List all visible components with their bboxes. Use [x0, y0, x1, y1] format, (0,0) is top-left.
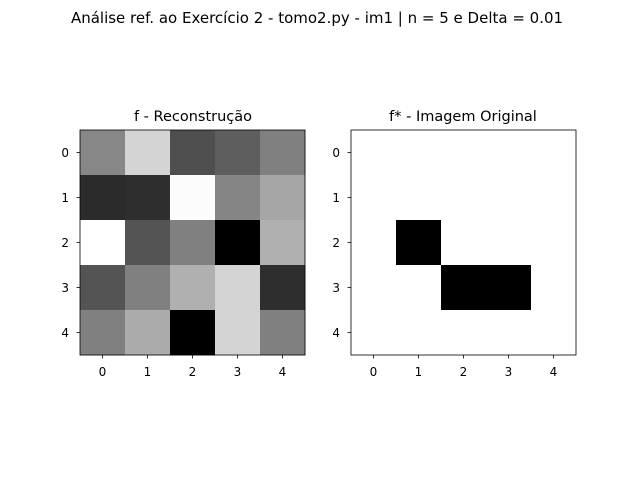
x-tick-label: 1	[415, 365, 423, 379]
heatmap-cell	[215, 175, 261, 221]
panel-title: f* - Imagem Original	[389, 109, 537, 125]
heatmap-cell	[351, 175, 397, 221]
heatmap-cell	[441, 220, 487, 266]
heatmap-cell	[531, 130, 577, 176]
heatmap-cell	[215, 130, 261, 176]
heatmap-cell	[351, 220, 397, 266]
y-tick-label: 3	[61, 281, 69, 295]
x-tick-label: 2	[189, 365, 197, 379]
heatmap-cell	[531, 175, 577, 221]
heatmap-cell	[170, 130, 216, 176]
x-tick-label: 3	[234, 365, 242, 379]
heatmap-cell	[80, 265, 126, 311]
heatmap-cell	[396, 175, 442, 221]
heatmap-cell	[80, 175, 126, 221]
y-tick-label: 0	[61, 146, 69, 160]
x-tick-label: 2	[460, 365, 468, 379]
heatmap-cell	[396, 265, 442, 311]
heatmap-cell	[215, 220, 261, 266]
panel-title: f - Reconstrução	[134, 109, 252, 125]
heatmap-cell	[531, 220, 577, 266]
x-tick-label: 4	[279, 365, 287, 379]
y-tick-label: 2	[61, 236, 69, 250]
heatmap-cell	[351, 130, 397, 176]
heatmap-cell	[531, 265, 577, 311]
heatmap-cell	[170, 175, 216, 221]
heatmap-cell	[125, 265, 171, 311]
x-tick-label: 0	[99, 365, 107, 379]
heatmap-cell	[125, 220, 171, 266]
heatmap-cell	[170, 220, 216, 266]
heatmap-cell	[396, 310, 442, 356]
heatmap-cell	[441, 310, 487, 356]
heatmap-cell	[125, 130, 171, 176]
original-heatmap	[351, 130, 577, 356]
heatmap-cell	[260, 130, 306, 176]
original-axes: 0 1 2 3 4 0 1 2 3 4	[332, 129, 577, 379]
heatmap-cell	[80, 130, 126, 176]
y-tick-label: 0	[332, 146, 340, 160]
y-tick-label: 3	[332, 281, 340, 295]
y-tick-label: 1	[332, 191, 340, 205]
x-tick-label: 0	[370, 365, 378, 379]
heatmap-cell	[260, 175, 306, 221]
heatmap-cell	[215, 265, 261, 311]
original-panel: f* - Imagem Original 0 1 2 3 4 0 1 2 3 4	[332, 109, 577, 379]
figure-suptitle: Análise ref. ao Exercício 2 - tomo2.py -…	[71, 9, 563, 27]
heatmap-cell	[486, 175, 532, 221]
reconstruction-heatmap	[80, 130, 306, 356]
x-tick-label: 4	[550, 365, 558, 379]
heatmap-cell	[215, 310, 261, 356]
x-tick-label: 1	[144, 365, 152, 379]
heatmap-cell	[80, 310, 126, 356]
heatmap-cell	[351, 310, 397, 356]
heatmap-cell	[125, 310, 171, 356]
reconstruction-panel: f - Reconstrução 0 1 2 3 4 0 1 2 3 4	[61, 109, 306, 379]
heatmap-cell	[486, 310, 532, 356]
y-tick-label: 1	[61, 191, 69, 205]
heatmap-cell	[531, 310, 577, 356]
heatmap-cell	[486, 220, 532, 266]
heatmap-cell	[486, 130, 532, 176]
heatmap-cell	[125, 175, 171, 221]
heatmap-cell	[486, 265, 532, 311]
heatmap-cell	[441, 175, 487, 221]
heatmap-cell	[260, 220, 306, 266]
x-tick-label: 3	[505, 365, 513, 379]
y-tick-label: 4	[332, 326, 340, 340]
heatmap-cell	[260, 265, 306, 311]
heatmap-cell	[351, 265, 397, 311]
y-tick-label: 4	[61, 326, 69, 340]
heatmap-cell	[396, 220, 442, 266]
reconstruction-axes: 0 1 2 3 4 0 1 2 3 4	[61, 129, 306, 379]
heatmap-cell	[170, 310, 216, 356]
y-tick-label: 2	[332, 236, 340, 250]
heatmap-cell	[441, 265, 487, 311]
heatmap-cell	[396, 130, 442, 176]
heatmap-cell	[441, 130, 487, 176]
heatmap-cell	[260, 310, 306, 356]
heatmap-cell	[170, 265, 216, 311]
heatmap-cell	[80, 220, 126, 266]
